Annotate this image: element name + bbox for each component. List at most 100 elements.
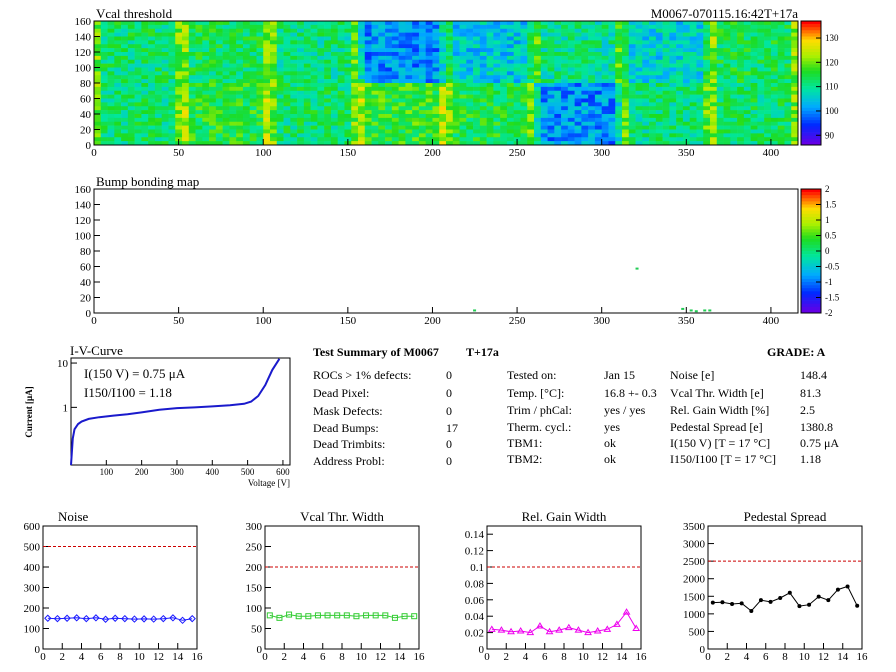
heatmap-cell — [500, 24, 508, 30]
heatmap-cell — [554, 67, 562, 72]
heatmap-cell — [513, 94, 521, 99]
heatmap-cell — [114, 129, 122, 134]
heatmap-cell — [398, 44, 406, 49]
heatmap-cell — [649, 125, 657, 130]
heatmap-cell — [107, 133, 115, 138]
heatmap-cell — [473, 71, 481, 76]
heatmap-cell — [148, 102, 156, 107]
heatmap-cell — [405, 133, 413, 138]
heatmap-cell — [249, 137, 257, 142]
data-point — [564, 623, 573, 631]
heatmap-cell — [418, 121, 426, 126]
heatmap-cell — [662, 40, 670, 45]
heatmap-cell — [784, 55, 792, 61]
heatmap-cell — [242, 102, 250, 107]
heatmap-cell — [94, 133, 102, 138]
heatmap-cell — [506, 90, 514, 95]
heatmap-cell — [215, 21, 223, 26]
heatmap-cell — [473, 59, 481, 64]
heatmap-cell — [452, 75, 460, 80]
heatmap-cell — [303, 137, 311, 142]
heatmap-cell — [148, 48, 156, 53]
grade-label: GRADE: A — [767, 345, 826, 359]
heatmap-cell — [418, 79, 426, 84]
heatmap-cell — [459, 94, 467, 99]
colorbar-segment — [801, 247, 821, 252]
heatmap-cell — [236, 44, 244, 49]
heatmap-cell — [276, 137, 284, 142]
heatmap-cell — [337, 28, 345, 33]
heatmap-cell — [635, 59, 643, 64]
heatmap-cell — [270, 63, 278, 68]
heatmap-cell — [446, 59, 454, 64]
colorbar-tick-label: -1.5 — [825, 293, 840, 303]
heatmap-cell — [574, 28, 582, 33]
heatmap-cell — [615, 98, 623, 103]
heatmap-cell — [594, 28, 602, 33]
heatmap-cell — [601, 55, 609, 61]
heatmap-cell — [615, 55, 623, 61]
heatmap-cell — [784, 28, 792, 33]
heatmap-cell — [601, 40, 609, 45]
heatmap-cell — [676, 121, 684, 126]
heatmap-cell — [121, 114, 129, 119]
heatmap-cell — [594, 129, 602, 134]
y-tick-label: 300 — [246, 521, 263, 533]
heatmap-cell — [148, 141, 156, 146]
heatmap-cell — [669, 86, 677, 92]
heatmap-cell — [121, 28, 129, 33]
heatmap-cell — [378, 114, 386, 119]
colorbar-segment — [801, 244, 821, 249]
heatmap-cell — [175, 106, 183, 111]
x-tick-label: 8 — [561, 651, 567, 663]
heatmap-cell — [601, 48, 609, 53]
heatmap-cell — [696, 114, 704, 119]
heatmap-cell — [297, 94, 305, 99]
heatmap-cell — [154, 114, 162, 119]
heatmap-cell — [148, 94, 156, 99]
heatmap-cell — [358, 83, 366, 88]
heatmap-cell — [594, 21, 602, 26]
heatmap-cell — [242, 133, 250, 138]
heatmap-cell — [520, 121, 528, 126]
heatmap-cell — [635, 110, 643, 115]
heatmap-cell — [622, 117, 630, 123]
heatmap-cell — [750, 48, 758, 53]
heatmap-cell — [121, 40, 129, 45]
heatmap-cell — [581, 28, 589, 33]
heatmap-cell — [547, 71, 555, 76]
heatmap-cell — [276, 102, 284, 107]
heatmap-cell — [242, 90, 250, 95]
heatmap-cell — [567, 75, 575, 80]
heatmap-cell — [676, 114, 684, 119]
heatmap-cell — [730, 98, 738, 103]
heatmap-cell — [540, 114, 548, 119]
heatmap-cell — [588, 71, 596, 76]
heatmap-cell — [270, 21, 278, 26]
heatmap-cell — [737, 21, 745, 26]
heatmap-cell — [777, 21, 785, 26]
heatmap-cell — [263, 121, 271, 126]
heatmap-cell — [513, 90, 521, 95]
heatmap-cell — [195, 114, 203, 119]
heatmap-cell — [337, 114, 345, 119]
heatmap-cell — [635, 125, 643, 130]
heatmap-cell — [256, 28, 264, 33]
heatmap-cell — [750, 94, 758, 99]
heatmap-cell — [554, 32, 562, 37]
heatmap-cell — [249, 106, 257, 111]
series-line — [269, 614, 415, 619]
heatmap-cell — [594, 75, 602, 80]
heatmap-cell — [188, 32, 196, 37]
heatmap-cell — [764, 79, 772, 84]
heatmap-cell — [303, 79, 311, 84]
heatmap-cell — [175, 121, 183, 126]
heatmap-cell — [222, 114, 230, 119]
heatmap-cell — [391, 24, 399, 30]
heatmap-cell — [222, 36, 230, 41]
heatmap-cell — [723, 102, 731, 107]
heatmap-cell — [127, 75, 135, 80]
heatmap-cell — [601, 129, 609, 134]
heatmap-cell — [358, 24, 366, 30]
heatmap-cell — [242, 129, 250, 134]
